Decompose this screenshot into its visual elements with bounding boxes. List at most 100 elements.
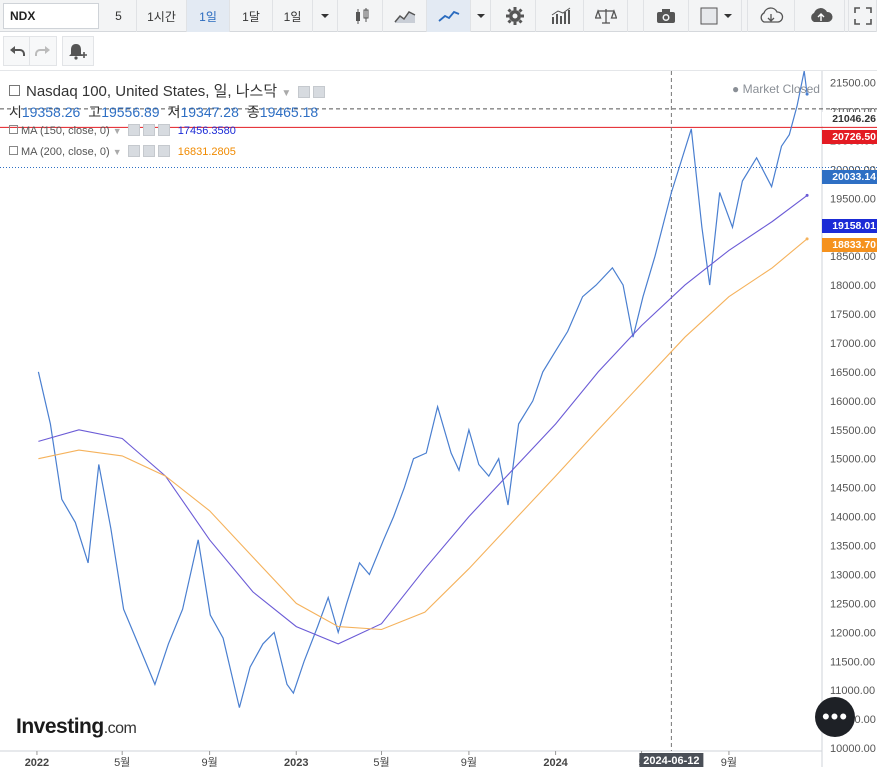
- close-icon[interactable]: [157, 124, 170, 136]
- area-chart-button[interactable]: [383, 0, 427, 32]
- gear-icon[interactable]: [313, 86, 326, 98]
- y-tick-label: 21500.00: [830, 78, 876, 90]
- x-tick-label: 5월: [373, 756, 389, 767]
- crosshair-date-badge: [639, 753, 704, 767]
- settings-button[interactable]: [494, 0, 536, 32]
- y-tick-label: 19500.00: [830, 193, 876, 205]
- crosshair-date-label: 2024-06-12: [643, 755, 699, 767]
- close-icon[interactable]: [157, 145, 170, 157]
- ma200-dropdown-icon[interactable]: ▼: [112, 147, 122, 157]
- collapse-legend-icon[interactable]: [9, 85, 20, 96]
- y-tick-label: 18000.00: [830, 280, 876, 292]
- eye-icon[interactable]: [127, 124, 140, 136]
- instrument-title: Nasdaq 100, United States, 일, 나스닥: [26, 83, 278, 100]
- balance-scale-icon: [594, 9, 617, 24]
- secondary-toolbar: [0, 33, 877, 71]
- price-chart[interactable]: 21500.0021000.0020500.0020000.0019500.00…: [0, 71, 877, 767]
- redo-icon: [35, 46, 50, 56]
- more-options-button[interactable]: •••: [815, 697, 855, 737]
- main-toolbar: NDX 5 1시간 1일 1달 1일: [0, 0, 877, 32]
- high-value: 19556.89: [101, 104, 160, 120]
- load-layout-button[interactable]: [747, 0, 795, 32]
- open-value: 19358.26: [21, 104, 81, 120]
- brand-name: Investing: [16, 715, 104, 738]
- cloud-download-icon: [760, 7, 784, 23]
- chart-type-dropdown[interactable]: [471, 0, 491, 32]
- ma200-label: MA (200, close, 0): [21, 146, 110, 158]
- y-tick-label: 12500.00: [830, 598, 876, 610]
- square-icon: [700, 7, 732, 25]
- interval-dropdown-button[interactable]: [313, 0, 338, 32]
- open-label: 시: [9, 104, 22, 120]
- candlestick-icon: [355, 8, 368, 24]
- interval-1d-button[interactable]: 1일: [187, 0, 230, 32]
- y-tick-label: 11500.00: [830, 656, 875, 668]
- undo-icon: [10, 46, 25, 56]
- undo-button[interactable]: [3, 36, 31, 66]
- x-tick-label: 9월: [721, 756, 737, 767]
- interval-more-button[interactable]: 1일: [273, 0, 313, 32]
- x-tick-label: 2023: [284, 757, 308, 767]
- ma150-label: MA (150, close, 0): [21, 125, 110, 137]
- interval-1h-button[interactable]: 1시간: [137, 0, 187, 32]
- alert-add-icon: [69, 44, 87, 60]
- price-tag-ma150: 19158.01: [822, 219, 877, 233]
- screenshot-button[interactable]: [643, 0, 689, 32]
- bar-chart-icon: [551, 7, 571, 24]
- interval-5-button[interactable]: 5: [101, 0, 137, 32]
- series-end-point: [805, 237, 809, 241]
- y-tick-label: 16500.00: [830, 367, 876, 379]
- interval-1m-button[interactable]: 1달: [230, 0, 273, 32]
- x-tick-label: 5월: [114, 756, 130, 767]
- collapse-ma150-icon[interactable]: [9, 125, 18, 134]
- cloud-upload-icon: [810, 8, 833, 22]
- x-tick-label: 2022: [25, 757, 49, 767]
- y-tick-label: 12000.00: [830, 627, 876, 639]
- series-end-point: [805, 193, 809, 197]
- y-tick-label: 13500.00: [830, 541, 876, 553]
- y-tick-label: 15000.00: [830, 454, 876, 466]
- fullscreen-button[interactable]: [848, 0, 877, 32]
- y-tick-label: 15500.00: [830, 425, 876, 437]
- y-tick-label: 16000.00: [830, 396, 876, 408]
- ma150-legend: MA (150, close, 0) ▼ 17456.3580: [9, 124, 236, 137]
- eye-icon[interactable]: [127, 145, 140, 157]
- y-tick-label: 17500.00: [830, 309, 876, 321]
- candlestick-button[interactable]: [341, 0, 383, 32]
- symbol-input[interactable]: NDX: [3, 3, 99, 29]
- chart-legend-title: Nasdaq 100, United States, 일, 나스닥 ▼: [9, 80, 326, 101]
- eye-icon[interactable]: [298, 86, 311, 98]
- line-chart-icon: [437, 10, 459, 22]
- y-tick-label: 14000.00: [830, 512, 876, 524]
- y-tick-label: 17000.00: [830, 338, 876, 350]
- title-dropdown-icon[interactable]: ▼: [281, 88, 292, 99]
- gear-icon[interactable]: [142, 145, 155, 157]
- x-tick-label: 9월: [461, 756, 477, 767]
- y-tick-label: 11000.00: [830, 685, 875, 697]
- chevron-down-icon: [321, 14, 329, 18]
- drawing-tool-button[interactable]: [692, 0, 742, 32]
- ma150-dropdown-icon[interactable]: ▼: [112, 126, 122, 136]
- add-alert-button[interactable]: [62, 36, 94, 66]
- redo-button[interactable]: [29, 36, 57, 66]
- low-label: 저: [167, 104, 181, 120]
- close-label: 종: [246, 104, 260, 120]
- collapse-ma200-icon[interactable]: [9, 146, 18, 155]
- save-layout-button[interactable]: [797, 0, 845, 32]
- ma200-legend: MA (200, close, 0) ▼ 16831.2805: [9, 145, 236, 158]
- ma200-line: [38, 238, 808, 631]
- price-tag-high-line: 21046.26: [822, 112, 877, 126]
- line-chart-button[interactable]: [427, 0, 471, 32]
- ma150-line: [38, 194, 808, 645]
- y-tick-label: 14500.00: [830, 483, 876, 495]
- y-tick-label: 10000.00: [830, 743, 876, 755]
- price-tag-red-line: 20726.50: [822, 130, 877, 144]
- camera-icon: [657, 9, 675, 23]
- compare-button[interactable]: [584, 0, 628, 32]
- gear-icon: [505, 7, 524, 25]
- price-tag-ma200: 18833.70: [822, 238, 877, 252]
- indicators-button[interactable]: [539, 0, 584, 32]
- gear-icon[interactable]: [142, 124, 155, 136]
- x-tick-label: 9월: [201, 756, 217, 767]
